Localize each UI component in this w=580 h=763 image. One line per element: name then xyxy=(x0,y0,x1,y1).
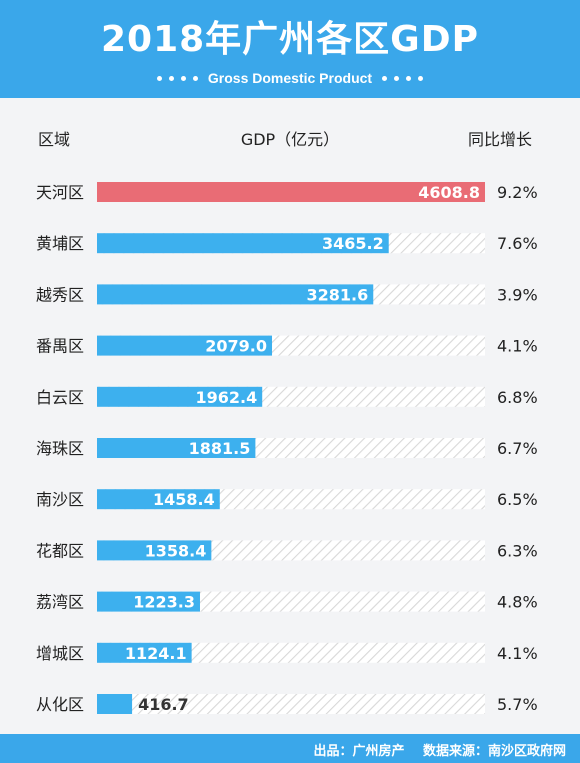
column-header-growth: 同比增长 xyxy=(468,130,533,149)
bar xyxy=(97,335,273,356)
growth-label: 6.3% xyxy=(497,541,538,560)
bar-value-label: 3281.6 xyxy=(307,285,369,304)
bar-row: 白云区 1962.4 6.8% xyxy=(36,386,538,407)
bar-row: 花都区 1358.4 6.3% xyxy=(36,540,538,561)
category-label: 花都区 xyxy=(36,541,84,560)
growth-label: 3.9% xyxy=(497,285,538,304)
footer-data-source: 数据来源：南沙区政府网 xyxy=(422,744,566,759)
gdp-bar-chart: 天河区 4608.8 9.2% 黄埔区 3465.2 7.6% 越秀区 3281.6 3.9% 番… xyxy=(36,182,538,714)
bar xyxy=(97,540,212,561)
bar-row: 黄埔区 3465.2 7.6% xyxy=(36,233,538,254)
bar-value-label: 1223.3 xyxy=(133,593,195,612)
bar-value-label: 4608.8 xyxy=(418,183,480,202)
bar-value-label: 3465.2 xyxy=(322,234,384,253)
growth-label: 4.1% xyxy=(497,337,538,356)
bar-value-label: 1358.4 xyxy=(145,541,207,560)
category-label: 荔湾区 xyxy=(36,593,84,612)
bar xyxy=(97,233,389,254)
category-label: 黄埔区 xyxy=(36,234,84,253)
growth-label: 4.8% xyxy=(497,593,538,612)
page-title: 2018年广州各区GDP xyxy=(100,19,479,60)
bar-row: 从化区 416.7 5.7% xyxy=(36,694,538,714)
bar-value-label: 1881.5 xyxy=(189,439,251,458)
bar-track xyxy=(97,694,485,714)
decorative-dots-left xyxy=(156,75,198,81)
bar-row: 南沙区 1458.4 6.5% xyxy=(36,489,538,510)
bar xyxy=(97,489,220,510)
bar-value-label: 416.7 xyxy=(138,695,189,714)
footer-source: 出品：广州房产 xyxy=(313,744,405,759)
bar xyxy=(97,284,374,305)
growth-label: 7.6% xyxy=(497,234,538,253)
category-label: 南沙区 xyxy=(36,490,84,509)
bar-value-label: 1458.4 xyxy=(153,490,215,509)
growth-label: 6.5% xyxy=(497,490,538,509)
footer-banner: 出品：广州房产 数据来源：南沙区政府网 xyxy=(0,734,580,763)
header-banner: 2018年广州各区GDP Gross Domestic Product xyxy=(0,0,580,98)
subtitle: Gross Domestic Product xyxy=(207,70,373,86)
bar xyxy=(97,438,256,458)
bar-row: 荔湾区 1223.3 4.8% xyxy=(36,591,538,612)
category-label: 白云区 xyxy=(36,388,84,407)
growth-label: 6.8% xyxy=(497,388,538,407)
column-header-gdp: GDP（亿元） xyxy=(240,130,340,149)
growth-label: 9.2% xyxy=(497,183,538,202)
bar-track xyxy=(97,642,485,663)
growth-label: 5.7% xyxy=(497,695,538,714)
bar-row: 天河区 4608.8 9.2% xyxy=(36,182,538,202)
bar-value-label: 1962.4 xyxy=(195,388,257,407)
category-label: 天河区 xyxy=(36,183,84,202)
column-header-region: 区域 xyxy=(38,130,71,149)
category-label: 从化区 xyxy=(36,695,84,714)
bar xyxy=(97,694,133,714)
bar-row: 番禺区 2079.0 4.1% xyxy=(36,335,538,356)
bar xyxy=(97,182,485,202)
category-label: 增城区 xyxy=(36,644,84,663)
decorative-dots-right xyxy=(382,75,424,81)
growth-label: 4.1% xyxy=(497,644,538,663)
bar xyxy=(97,642,192,663)
subtitle-row: Gross Domestic Product xyxy=(0,67,580,89)
bar xyxy=(97,591,200,612)
category-label: 番禺区 xyxy=(36,337,84,356)
bar-row: 越秀区 3281.6 3.9% xyxy=(36,284,538,305)
bar xyxy=(97,386,263,407)
bar-row: 海珠区 1881.5 6.7% xyxy=(36,438,538,458)
category-label: 越秀区 xyxy=(36,285,84,304)
bar-value-label: 1124.1 xyxy=(125,644,187,663)
bar-row: 增城区 1124.1 4.1% xyxy=(36,642,538,663)
bar-value-label: 2079.0 xyxy=(205,337,267,356)
footer-text: 出品：广州房产 数据来源：南沙区政府网 xyxy=(299,740,566,759)
category-label: 海珠区 xyxy=(36,439,84,458)
growth-label: 6.7% xyxy=(497,439,538,458)
